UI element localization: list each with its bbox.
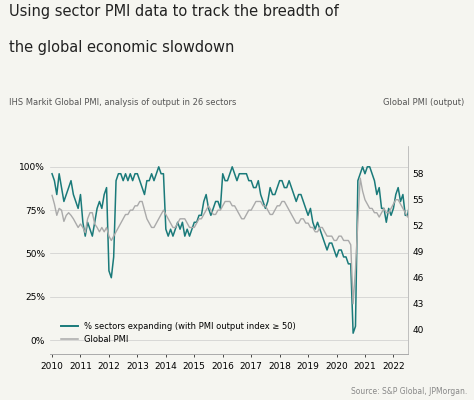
Text: Using sector PMI data to track the breadth of: Using sector PMI data to track the bread… [9,4,339,19]
Text: Global PMI (output): Global PMI (output) [383,98,465,107]
Text: IHS Markit Global PMI, analysis of output in 26 sectors: IHS Markit Global PMI, analysis of outpu… [9,98,237,107]
Legend: % sectors expanding (with PMI output index ≥ 50), Global PMI: % sectors expanding (with PMI output ind… [57,319,299,348]
Text: the global economic slowdown: the global economic slowdown [9,40,235,55]
Text: Source: S&P Global, JPMorgan.: Source: S&P Global, JPMorgan. [351,387,467,396]
